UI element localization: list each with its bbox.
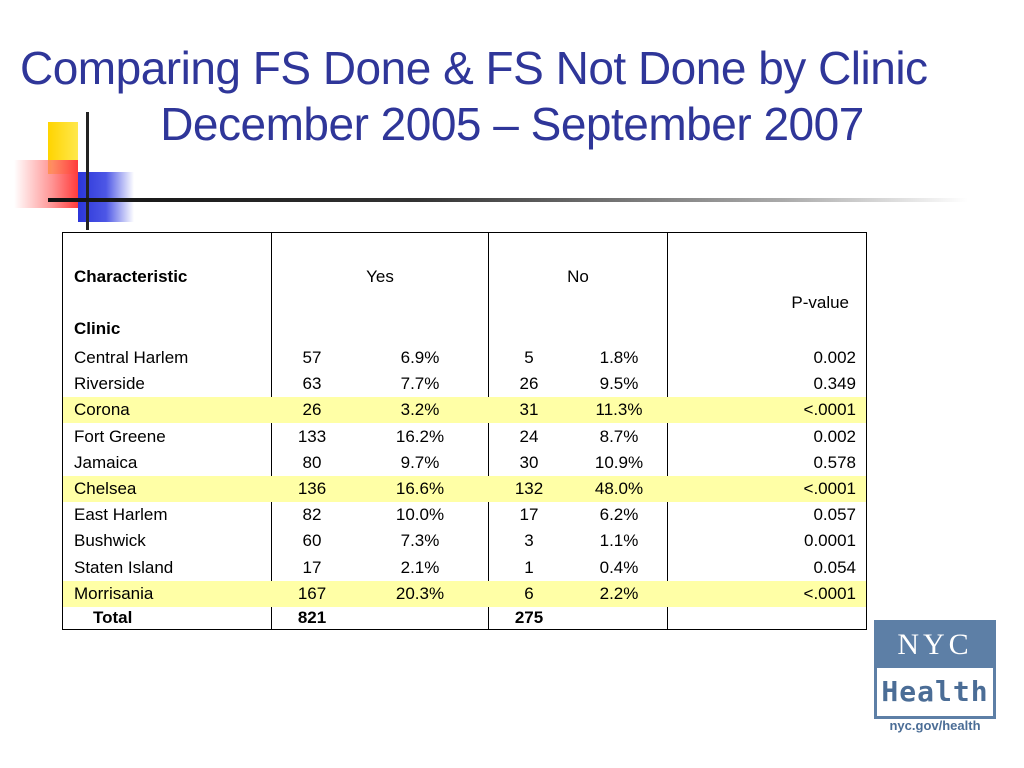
- p-value: 0.057: [813, 505, 856, 525]
- p-value: <.0001: [803, 583, 856, 603]
- p-value: 0.002: [813, 348, 856, 367]
- no-percent: 11.3%: [595, 400, 643, 420]
- no-percent: 6.2%: [599, 505, 639, 525]
- title-underline: [48, 198, 968, 202]
- header-clinic: Clinic: [74, 319, 121, 338]
- p-value: 0.349: [813, 374, 856, 394]
- clinic-name: Chelsea: [74, 479, 137, 498]
- clinic-name: Bushwick: [74, 531, 146, 551]
- yes-percent: 20.3%: [395, 583, 445, 603]
- nyc-health-logo: NYC Health nyc.gov/health: [874, 620, 996, 736]
- no-count: 17: [519, 505, 539, 525]
- no-percent: 10.9%: [594, 452, 644, 472]
- clinic-name: Morrisania: [74, 583, 154, 603]
- no-count: 30: [519, 452, 539, 472]
- table-total-row: Total 821 275: [63, 605, 866, 631]
- yes-percent: 2.1%: [400, 557, 440, 577]
- yes-count: 17: [302, 557, 322, 577]
- yes-percent: 16.2%: [395, 426, 445, 446]
- yes-percent: 6.9%: [400, 348, 440, 367]
- column-divider: [667, 233, 668, 629]
- clinic-name: East Harlem: [74, 505, 168, 525]
- header-yes: Yes: [366, 267, 394, 286]
- table-row: Fort Greene 133 16.2% 24 8.7% 0.002: [63, 424, 866, 450]
- yes-count: 136: [297, 479, 327, 498]
- yes-percent: 9.7%: [400, 452, 440, 472]
- clinic-name: Jamaica: [74, 452, 138, 472]
- yes-count: 133: [297, 426, 327, 446]
- yes-count: 63: [302, 374, 322, 394]
- p-value: 0.002: [813, 426, 856, 446]
- no-count: 132: [514, 479, 544, 498]
- no-percent: 2.2%: [599, 583, 639, 603]
- yes-count: 26: [302, 400, 322, 420]
- header-characteristic: Characteristic: [74, 267, 188, 286]
- yes-count: 57: [302, 348, 322, 367]
- table-row: Chelsea 136 16.6% 132 48.0% <.0001: [63, 476, 866, 502]
- yes-count: 80: [302, 452, 322, 472]
- no-percent: 0.4%: [599, 557, 639, 577]
- decorative-vertical-line: [86, 112, 89, 230]
- logo-url-text: nyc.gov/health: [889, 718, 981, 733]
- yes-percent: 3.2%: [400, 400, 440, 420]
- table-row: Corona 26 3.2% 31 11.3% <.0001: [63, 397, 866, 424]
- table-row: East Harlem 82 10.0% 17 6.2% 0.057: [63, 502, 866, 528]
- no-count: 24: [519, 426, 539, 446]
- table-row: Riverside 63 7.7% 26 9.5% 0.349: [63, 371, 866, 397]
- no-count: 31: [519, 400, 539, 420]
- no-percent: 1.8%: [599, 348, 639, 367]
- title-line-1: Comparing FS Done & FS Not Done by Clini…: [20, 42, 928, 94]
- title-line-2: December 2005 – September 2007: [160, 98, 864, 150]
- yes-percent: 10.0%: [395, 505, 445, 525]
- logo-health-text: Health: [874, 668, 996, 719]
- yes-count: 60: [302, 531, 322, 551]
- table-row: Staten Island 17 2.1% 1 0.4% 0.054: [63, 555, 866, 581]
- slide-title: Comparing FS Done & FS Not Done by Clini…: [0, 40, 1024, 152]
- column-divider: [488, 233, 489, 629]
- no-count: 1: [524, 557, 534, 577]
- no-count: 3: [524, 531, 534, 551]
- clinic-name: Riverside: [74, 374, 145, 394]
- yes-count: 167: [297, 583, 327, 603]
- no-percent: 8.7%: [599, 426, 639, 446]
- clinic-name: Corona: [74, 400, 130, 420]
- no-count: 26: [519, 374, 539, 394]
- total-label: Total: [93, 608, 133, 627]
- header-no: No: [567, 267, 589, 286]
- logo-nyc-text: NYC: [874, 620, 996, 668]
- no-percent: 1.1%: [599, 531, 639, 551]
- no-percent: 48.0%: [594, 479, 644, 498]
- total-no-count: 275: [514, 608, 544, 627]
- total-yes-count: 821: [297, 608, 327, 627]
- no-count: 6: [524, 583, 534, 603]
- p-value: 0.054: [813, 557, 856, 577]
- p-value: 0.578: [813, 452, 856, 472]
- yes-percent: 16.6%: [395, 479, 445, 498]
- clinic-comparison-table: Characteristic Yes No P-value Clinic Cen…: [62, 232, 867, 630]
- p-value: 0.0001: [804, 531, 856, 551]
- clinic-name: Staten Island: [74, 557, 174, 577]
- yes-percent: 7.7%: [400, 374, 440, 394]
- table-row: Jamaica 80 9.7% 30 10.9% 0.578: [63, 450, 866, 476]
- no-count: 5: [524, 348, 534, 367]
- yes-count: 82: [302, 505, 322, 525]
- table-row: Morrisania 167 20.3% 6 2.2% <.0001: [63, 580, 866, 607]
- p-value: <.0001: [803, 479, 856, 498]
- table-row: Bushwick 60 7.3% 3 1.1% 0.0001: [63, 528, 866, 554]
- no-percent: 9.5%: [599, 374, 639, 394]
- clinic-name: Central Harlem: [74, 348, 189, 367]
- yes-percent: 7.3%: [400, 531, 440, 551]
- header-p-value: P-value: [791, 293, 849, 312]
- column-divider: [271, 233, 272, 629]
- clinic-name: Fort Greene: [74, 426, 166, 446]
- p-value: <.0001: [803, 400, 856, 420]
- table-row: Central Harlem 57 6.9% 5 1.8% 0.002: [63, 345, 866, 371]
